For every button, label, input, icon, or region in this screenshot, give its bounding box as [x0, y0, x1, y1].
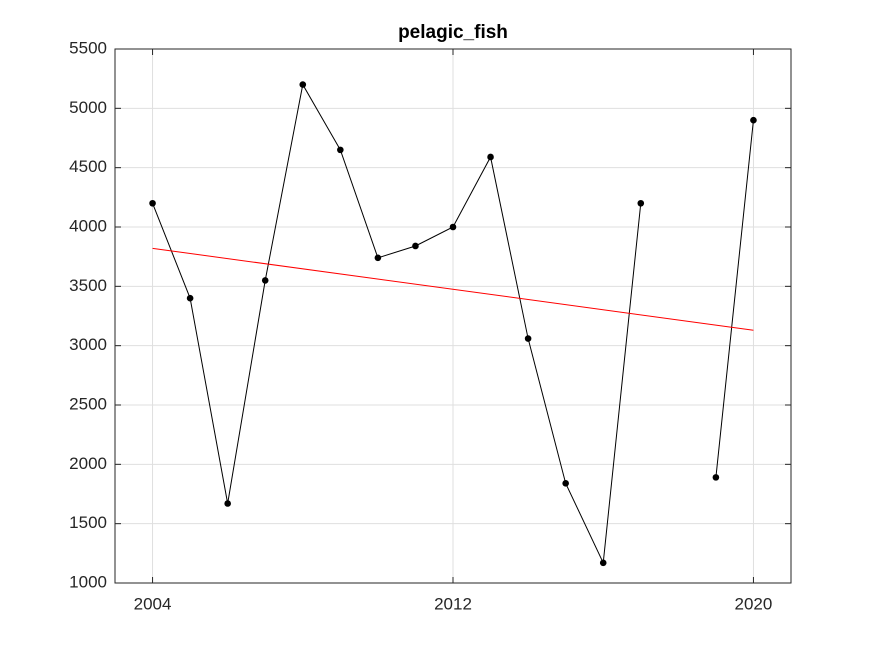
data-point [449, 223, 457, 231]
y-tick-label: 3000 [69, 335, 107, 354]
data-point [712, 474, 720, 481]
y-tick-label: 5000 [69, 98, 107, 117]
data-point [637, 199, 645, 207]
y-tick-label: 2500 [69, 394, 107, 413]
y-tick-label: 1500 [69, 513, 107, 532]
y-tick-label: 2000 [69, 454, 107, 473]
axes-box [114, 48, 792, 584]
data-point [562, 480, 569, 487]
data-point [149, 199, 156, 207]
data-point [261, 277, 269, 284]
data-point [524, 335, 532, 342]
data-point [750, 116, 757, 124]
data-point [487, 153, 494, 161]
series-line [152, 83, 754, 565]
data-point [224, 500, 231, 507]
x-tick-label: 2020 [735, 594, 773, 613]
data-point [337, 146, 344, 154]
data-point [299, 81, 307, 88]
x-tick-label: 2004 [134, 594, 172, 613]
data-point [374, 254, 382, 262]
y-tick-label: 1000 [69, 572, 107, 591]
chart-title: pelagic_fish [398, 22, 508, 43]
data-point [186, 294, 194, 302]
y-tick-label: 5500 [69, 38, 107, 57]
x-tick-label: 2012 [434, 594, 472, 613]
y-tick-label: 4000 [69, 216, 107, 235]
y-tick-label: 4500 [69, 157, 107, 176]
data-point [599, 559, 607, 567]
series-line [152, 247, 754, 331]
data-point [412, 242, 419, 250]
y-tick-label: 3500 [69, 276, 107, 295]
